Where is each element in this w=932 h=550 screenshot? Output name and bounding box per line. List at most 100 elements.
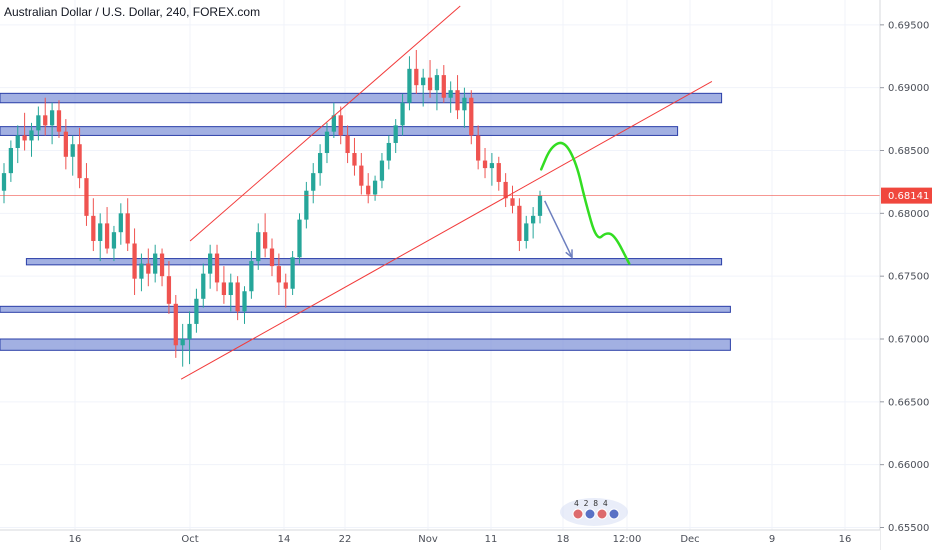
candle-body xyxy=(462,97,467,111)
x-tick-label: 16 xyxy=(69,534,82,545)
candle-body xyxy=(379,160,385,181)
candle-body xyxy=(104,223,110,249)
candle-body xyxy=(221,282,227,296)
sr-zone[interactable] xyxy=(0,338,731,351)
candle-body xyxy=(84,178,89,216)
flag-icon[interactable] xyxy=(596,508,608,520)
candle-body xyxy=(146,263,151,274)
x-tick-label: 16 xyxy=(839,534,852,545)
candle-body xyxy=(125,213,130,244)
chart-title: Australian Dollar / U.S. Dollar, 240, FO… xyxy=(4,5,261,19)
candle-body xyxy=(414,68,419,86)
candle-body xyxy=(235,282,240,312)
sr-zone[interactable] xyxy=(0,92,723,104)
candle-body xyxy=(70,144,75,157)
candle-body xyxy=(482,160,488,169)
y-axis[interactable]: 0.69500 0.69000 0.68500 0.68000 0.67500 0.670… xyxy=(880,20,932,534)
x-tick-label: 11 xyxy=(485,534,498,545)
candle-body xyxy=(63,131,68,157)
candle-body xyxy=(208,253,213,274)
candles-layer xyxy=(1,49,543,367)
x-tick-label: Oct xyxy=(181,534,198,545)
candle-body xyxy=(194,298,199,324)
candle-body xyxy=(228,282,233,296)
candle-body xyxy=(530,215,536,224)
event-badges[interactable]: 4 2 8 4 xyxy=(560,498,628,526)
candle-body xyxy=(283,282,288,289)
forecast-arrow-head xyxy=(565,249,573,259)
candle-body xyxy=(434,75,440,91)
y-tick-label: 0.66500 xyxy=(888,397,929,408)
candle-body xyxy=(496,163,501,182)
plot-background xyxy=(0,0,880,550)
sr-zone[interactable] xyxy=(25,258,723,266)
trendline[interactable] xyxy=(189,5,461,242)
flag-icon[interactable] xyxy=(584,508,596,520)
price-tag-text: 0.68141 xyxy=(888,191,929,202)
x-tick-label: 18 xyxy=(557,534,570,545)
candle-body xyxy=(455,90,460,111)
y-tick-label: 0.68500 xyxy=(888,146,929,157)
candle-body xyxy=(15,135,20,148)
lines-layer xyxy=(0,5,880,380)
y-tick-label: 0.67500 xyxy=(888,272,929,283)
candle-body xyxy=(331,115,336,132)
candle-body xyxy=(187,323,192,339)
candle-body xyxy=(43,115,48,126)
candle-body xyxy=(173,303,178,346)
candle-body xyxy=(317,153,323,174)
candle-body xyxy=(324,131,330,154)
candle-body xyxy=(517,205,522,241)
y-tick-label: 0.67000 xyxy=(888,334,929,345)
candle-body xyxy=(249,261,254,292)
candle-body xyxy=(427,77,433,91)
current-price-tag: 0.68141 xyxy=(881,187,932,204)
candle-body xyxy=(49,110,55,126)
candle-body xyxy=(421,77,426,86)
candle-body xyxy=(441,75,446,98)
candle-body xyxy=(132,243,137,279)
forecast-arrow[interactable] xyxy=(544,200,573,258)
x-tick-label: 14 xyxy=(278,534,291,545)
candle-body xyxy=(8,147,14,174)
x-axis[interactable]: 16 Oct 14 22 Nov 11 18 12:00 Dec 9 16 xyxy=(0,529,880,550)
x-tick-label: 9 xyxy=(769,534,775,545)
candle-body xyxy=(22,135,27,141)
sr-zone[interactable] xyxy=(0,305,731,313)
flag-icon[interactable] xyxy=(572,508,584,520)
candle-body xyxy=(1,173,7,191)
forecast-path[interactable] xyxy=(539,141,631,265)
candle-body xyxy=(269,248,275,267)
candle-body xyxy=(290,257,295,289)
candle-body xyxy=(166,276,172,304)
candle-body xyxy=(352,153,357,166)
candle-body xyxy=(537,195,543,216)
y-tick-label: 0.65500 xyxy=(888,523,929,534)
candle-body xyxy=(159,253,165,277)
candle-body xyxy=(359,165,364,186)
candle-body xyxy=(297,219,302,258)
candle-body xyxy=(400,102,405,126)
y-tick-label: 0.66000 xyxy=(888,460,929,471)
candle-body xyxy=(345,135,350,154)
candle-body xyxy=(139,263,144,279)
candle-body xyxy=(386,142,391,161)
candle-body xyxy=(476,135,481,161)
price-tag-box xyxy=(881,187,932,204)
trendline[interactable] xyxy=(180,80,713,380)
x-tick-label: 12:00 xyxy=(613,534,642,545)
candle-body xyxy=(469,97,474,136)
candle-body xyxy=(448,90,453,98)
candle-body xyxy=(98,223,103,241)
event-count-label: 4 2 8 4 xyxy=(574,499,608,508)
candle-body xyxy=(153,253,158,274)
y-tick-label: 0.69500 xyxy=(888,20,929,31)
flag-icon[interactable] xyxy=(608,508,620,520)
candle-body xyxy=(304,190,309,220)
candle-body xyxy=(366,185,371,195)
x-axis-background xyxy=(0,530,880,550)
candle-body xyxy=(276,266,282,283)
y-tick-label: 0.69000 xyxy=(888,83,929,94)
